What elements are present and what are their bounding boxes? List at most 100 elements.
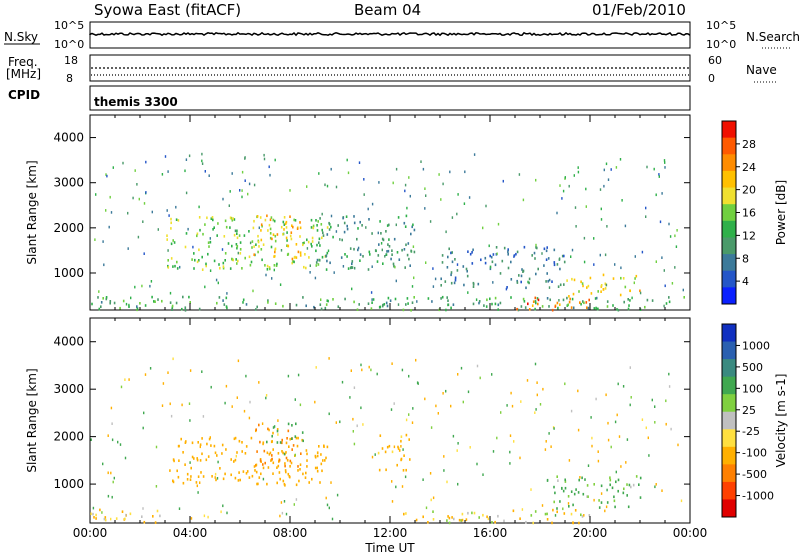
data-cell <box>326 251 329 255</box>
data-cell <box>570 512 573 516</box>
data-cell <box>238 471 240 474</box>
data-cell <box>665 399 667 403</box>
data-cell <box>372 298 375 301</box>
data-cell <box>277 452 280 455</box>
data-cell <box>228 204 230 207</box>
data-cell <box>166 238 168 241</box>
data-cell <box>401 368 404 372</box>
data-cell <box>551 308 554 312</box>
data-cell <box>291 448 293 451</box>
data-cell <box>241 170 244 174</box>
data-cell <box>347 171 350 175</box>
data-cell <box>353 300 355 304</box>
data-cell <box>291 261 293 265</box>
data-cell <box>403 512 405 516</box>
data-cell <box>260 238 263 242</box>
data-cell <box>281 441 283 445</box>
data-cell <box>177 475 180 479</box>
data-cell <box>573 278 576 282</box>
data-cell <box>241 441 243 444</box>
data-cell <box>353 386 356 389</box>
data-cell <box>193 252 195 255</box>
nsearch-label: N.Search <box>746 30 800 44</box>
nsky-tick-top: 10^5 <box>54 19 84 32</box>
data-cell <box>462 400 464 404</box>
data-cell <box>129 512 132 516</box>
data-cell <box>353 442 356 446</box>
data-cell <box>600 207 602 211</box>
data-cell <box>392 181 394 185</box>
data-cell <box>585 187 587 191</box>
data-cell <box>617 308 620 312</box>
colorbar-segment <box>722 394 736 413</box>
data-cell <box>600 290 602 293</box>
data-cell <box>570 490 573 493</box>
data-cell <box>330 481 332 484</box>
data-cell <box>553 248 556 252</box>
data-cell <box>209 436 211 439</box>
data-cell <box>325 268 328 271</box>
data-cell <box>263 157 266 161</box>
nsky-line <box>89 31 691 37</box>
data-cell <box>229 267 232 270</box>
data-cell <box>154 521 157 524</box>
data-cell <box>236 396 238 399</box>
data-cell <box>556 211 558 215</box>
data-cell <box>395 167 398 171</box>
data-cell <box>395 223 397 227</box>
data-cell <box>583 236 586 240</box>
data-cell <box>634 277 636 280</box>
data-cell <box>265 396 267 400</box>
data-cell <box>624 285 627 289</box>
data-cell <box>382 238 385 242</box>
data-cell <box>654 421 656 424</box>
data-cell <box>253 253 255 256</box>
data-cell <box>203 514 206 518</box>
data-cell <box>568 300 571 304</box>
data-cell <box>535 243 537 247</box>
data-cell <box>603 184 605 188</box>
data-cell <box>530 488 532 491</box>
data-cell <box>450 271 453 274</box>
data-cell <box>489 265 492 269</box>
data-cell <box>422 167 425 171</box>
data-cell <box>526 379 529 382</box>
data-cell <box>677 443 679 447</box>
data-cell <box>244 256 246 260</box>
data-cell <box>169 301 172 304</box>
data-cell <box>343 230 346 234</box>
data-cell <box>279 514 281 518</box>
data-cell <box>249 263 252 267</box>
data-cell <box>115 517 118 520</box>
data-cell <box>411 225 413 229</box>
data-cell <box>276 481 278 485</box>
data-cell <box>103 263 105 267</box>
data-cell <box>257 250 259 254</box>
time-tick-label: 16:00 <box>473 526 508 540</box>
data-cell <box>101 511 103 514</box>
data-cell <box>105 297 108 301</box>
data-cell <box>256 305 258 309</box>
data-cell <box>534 296 537 300</box>
data-cell <box>170 221 172 225</box>
data-cell <box>593 263 595 266</box>
data-cell <box>391 500 394 503</box>
data-cell <box>405 418 408 422</box>
data-cell <box>497 514 499 518</box>
colorbar-segment <box>722 270 736 288</box>
data-cell <box>105 209 107 212</box>
data-cell <box>343 221 346 225</box>
data-cell <box>328 506 330 510</box>
data-cell <box>607 178 610 181</box>
data-cell <box>472 281 475 285</box>
data-cell <box>451 260 454 264</box>
data-cell <box>499 301 502 305</box>
data-cell <box>573 492 576 496</box>
data-cell <box>249 400 251 404</box>
data-cell <box>386 445 389 449</box>
data-cell <box>412 245 415 248</box>
data-cell <box>206 216 208 220</box>
data-cell <box>328 228 331 231</box>
colorbar-tick-label: 20 <box>742 184 756 197</box>
data-cell <box>274 247 277 251</box>
